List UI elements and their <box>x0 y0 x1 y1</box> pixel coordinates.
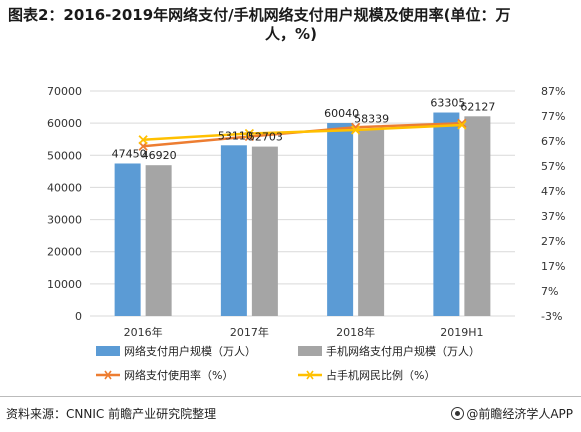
chart-area: 47450 53110 60040 63305 46920 52703 58339 62127… <box>47 85 565 382</box>
bar <box>327 123 354 316</box>
bar-value-label: 53110 <box>218 129 253 142</box>
bar-value-label: 52703 <box>248 131 283 144</box>
category-label: 2019H1 <box>440 326 483 339</box>
bar <box>220 145 247 316</box>
bar <box>145 165 172 316</box>
bar <box>464 116 491 317</box>
bar <box>433 112 460 316</box>
right-tick-label: 57% <box>541 160 565 173</box>
bar-value-label: 60040 <box>324 107 359 120</box>
left-tick-label: 50000 <box>47 149 82 162</box>
axis-tick-labels: 0 10000 20000 30000 40000 50000 60000 70000 -3% 7… <box>47 85 565 339</box>
left-tick-label: 30000 <box>47 214 82 227</box>
bar <box>251 146 278 316</box>
legend-marker <box>306 370 314 380</box>
right-tick-label: 17% <box>541 260 565 273</box>
chart-title: 图表2：2016-2019年网络支付/手机网络支付用户规模及使用率(单位：万 人… <box>8 6 574 44</box>
left-tick-label: 40000 <box>47 181 82 194</box>
right-tick-label: 67% <box>541 135 565 148</box>
right-tick-label: 77% <box>541 110 565 123</box>
right-tick-label: 27% <box>541 235 565 248</box>
bar-value-label: 62127 <box>460 100 495 113</box>
bar-value-label: 58339 <box>354 112 389 125</box>
bar <box>114 163 141 316</box>
chart-title-line1: 图表2：2016-2019年网络支付/手机网络支付用户规模及使用率(单位：万 <box>8 6 511 24</box>
line-marks <box>138 118 467 151</box>
left-tick-label: 0 <box>75 310 82 323</box>
left-tick-label: 70000 <box>47 85 82 98</box>
app-badge-icon <box>451 407 465 420</box>
credit: @前瞻经济学人APP <box>451 405 573 422</box>
bar-marks <box>114 112 491 317</box>
category-label: 2016年 <box>124 325 163 339</box>
line-point <box>138 135 148 145</box>
right-tick-label: 87% <box>541 85 565 98</box>
legend-swatch <box>96 346 120 356</box>
legend-swatch <box>298 346 322 356</box>
series-line <box>143 123 462 141</box>
legend-label: 网络支付用户规模（万人） <box>124 344 256 358</box>
line-point <box>350 125 361 135</box>
right-tick-label: 47% <box>541 185 565 198</box>
data-labels: 47450 53110 60040 63305 46920 52703 58339 62127 <box>112 97 496 163</box>
source-note: 资料来源：CNNIC 前瞻产业研究院整理 <box>6 407 217 421</box>
legend-label: 手机网络支付用户规模（万人） <box>326 344 480 358</box>
legend-marker <box>104 370 112 380</box>
bar-value-label: 46920 <box>142 149 177 162</box>
credit-text: @前瞻经济学人APP <box>466 407 573 421</box>
category-label: 2018年 <box>336 325 375 339</box>
right-tick-label: 7% <box>541 285 558 298</box>
line-point <box>457 120 467 130</box>
category-label: 2017年 <box>230 325 269 339</box>
bar <box>358 128 385 316</box>
bar-value-label: 47450 <box>112 147 147 160</box>
legend-label: 占手机网民比例（%） <box>326 368 435 382</box>
legend: 网络支付用户规模（万人） 手机网络支付用户规模（万人） 网络支付使用率（%） 占手机网… <box>96 344 480 382</box>
bar-value-label: 63305 <box>430 97 465 110</box>
chart-title-line2: 人，%) <box>265 25 317 43</box>
legend-label: 网络支付使用率（%） <box>124 368 233 382</box>
left-tick-label: 20000 <box>47 246 82 259</box>
line-point <box>244 128 255 139</box>
left-tick-label: 10000 <box>47 278 82 291</box>
footer: 资料来源：CNNIC 前瞻产业研究院整理 @前瞻经济学人APP <box>0 396 581 432</box>
right-tick-label: -3% <box>541 310 562 323</box>
right-tick-label: 37% <box>541 210 565 223</box>
left-tick-label: 60000 <box>47 117 82 130</box>
